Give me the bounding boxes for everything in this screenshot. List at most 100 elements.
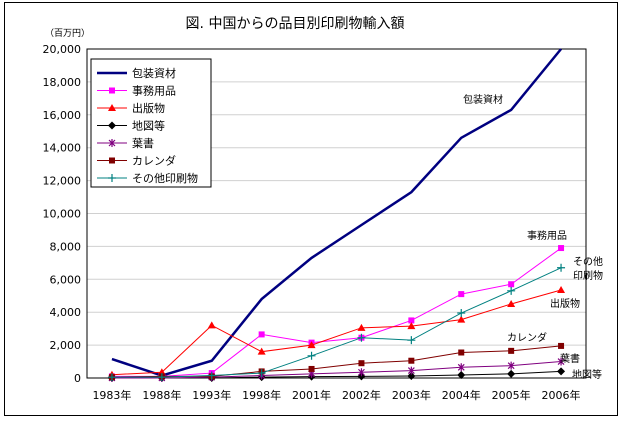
chart-frame: 図. 中国からの品目別印刷物輸入額 （百万円） 0 2,000 4,000 6,000…	[4, 2, 618, 416]
series-end-label: 地図等	[572, 368, 602, 381]
data-point	[457, 363, 465, 372]
y-tick-label: 4,000	[50, 306, 82, 319]
series-line	[111, 361, 562, 379]
data-point	[457, 371, 466, 380]
chart-title: 図. 中国からの品目別印刷物輸入額	[186, 16, 405, 32]
y-tick-label: 12,000	[43, 175, 82, 188]
data-point	[107, 373, 116, 382]
data-point	[457, 315, 466, 323]
legend-entry: カレンダ	[97, 154, 176, 168]
data-point	[109, 157, 115, 164]
legend-label: 事務用品	[132, 84, 176, 98]
data-point	[257, 369, 266, 378]
data-point	[357, 323, 366, 331]
y-tick-label: 2,000	[50, 339, 82, 352]
series-end-label: 事務用品	[527, 229, 567, 242]
series-line	[111, 247, 562, 377]
legend-label: 出版物	[132, 101, 165, 115]
data-point	[407, 322, 416, 330]
x-tick-label: 1988年	[142, 388, 181, 402]
y-tick-label: 0	[74, 372, 81, 385]
x-tick-label: 2004年	[442, 388, 481, 402]
data-point	[109, 87, 115, 94]
y-tick-label: 8,000	[50, 240, 82, 253]
data-point	[458, 291, 465, 298]
data-point	[258, 331, 265, 338]
legend-entry: 出版物	[97, 101, 165, 115]
data-point	[507, 369, 516, 378]
y-axis-unit-label: （百万円）	[45, 28, 90, 39]
series-2	[107, 285, 566, 378]
y-tick-label: 20,000	[43, 43, 82, 56]
data-point	[407, 336, 416, 345]
legend-label: 包装資材	[132, 66, 176, 80]
data-point	[358, 368, 365, 377]
series-end-label: カレンダ	[507, 331, 547, 344]
data-point	[108, 174, 116, 182]
data-point	[157, 373, 166, 382]
data-point	[357, 333, 366, 342]
data-point	[307, 341, 316, 349]
legend-entry: 地図等	[97, 119, 165, 133]
series-end-label: 包装資材	[463, 93, 503, 106]
data-point	[108, 139, 116, 147]
series-line	[111, 289, 562, 376]
legend-entry: 事務用品	[97, 84, 176, 98]
y-tick-label: 6,000	[50, 273, 82, 286]
y-tick-label: 10,000	[43, 208, 82, 221]
x-tick-label: 2002年	[342, 388, 381, 402]
data-point	[558, 342, 565, 349]
data-point	[507, 286, 516, 295]
legend-entry: その他印刷物	[97, 171, 198, 185]
series-line	[111, 345, 562, 378]
data-point	[507, 299, 516, 307]
x-tick-label: 2005年	[492, 388, 531, 402]
plot-area	[86, 48, 587, 379]
x-tick-label: 1983年	[92, 388, 131, 402]
legend-entry: 包装資材	[97, 66, 176, 80]
legend-label: カレンダ	[132, 154, 176, 168]
series-end-label: その他	[573, 255, 603, 268]
data-point	[407, 372, 416, 381]
y-tick-label: 18,000	[43, 76, 82, 89]
data-point	[408, 357, 415, 364]
data-point	[358, 360, 365, 367]
series-end-label: 出版物	[550, 297, 580, 310]
x-tick-label: 2006年	[542, 388, 581, 402]
x-tick-label: 2001年	[292, 388, 331, 402]
legend-label: 地図等	[132, 119, 165, 133]
axis-ticks: 0 2,000 4,000 6,000 8,000 10,000 12,000 14,000 1…	[43, 43, 581, 402]
data-point	[558, 245, 565, 252]
data-point	[508, 281, 515, 288]
legend-label: その他印刷物	[132, 171, 198, 185]
series-line	[111, 267, 562, 378]
series-group	[107, 48, 566, 382]
data-point	[457, 309, 466, 318]
x-tick-label: 2003年	[392, 388, 431, 402]
data-point	[508, 347, 515, 354]
data-point	[108, 104, 116, 111]
data-point	[257, 347, 266, 355]
series-end-label: 印刷物	[573, 269, 603, 282]
data-point	[557, 367, 566, 376]
data-point	[207, 371, 216, 380]
data-point	[557, 357, 565, 366]
series-line	[111, 48, 563, 377]
data-point	[408, 317, 415, 324]
data-point	[108, 121, 116, 130]
data-point	[507, 361, 515, 370]
legend-label: 葉書	[132, 136, 154, 150]
series-3	[107, 367, 566, 382]
data-point	[557, 263, 566, 272]
x-tick-label: 1993年	[192, 388, 231, 402]
series-6	[107, 263, 566, 382]
x-tick-label: 1998年	[242, 388, 281, 402]
data-point	[407, 366, 415, 375]
line-chart: 図. 中国からの品目別印刷物輸入額 （百万円） 0 2,000 4,000 6,000…	[43, 16, 604, 402]
data-point	[307, 351, 316, 360]
data-point	[557, 285, 566, 293]
series-0	[111, 48, 563, 377]
y-tick-label: 16,000	[43, 109, 82, 122]
legend-entry: 葉書	[97, 136, 154, 150]
